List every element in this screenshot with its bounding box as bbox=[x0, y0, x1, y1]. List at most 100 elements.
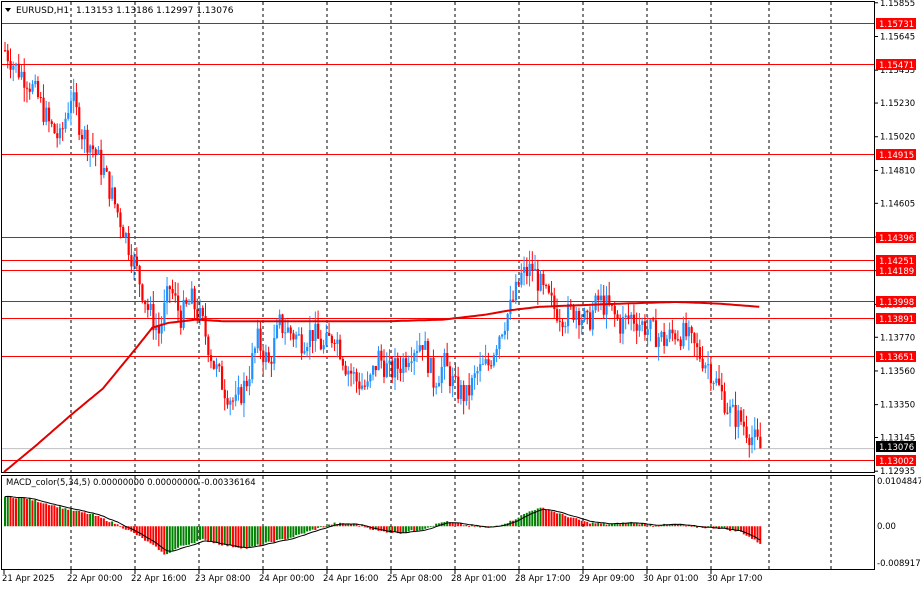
candle-body bbox=[196, 309, 199, 320]
x-tick-label: 25 Apr 08:00 bbox=[387, 574, 442, 584]
candle-body bbox=[572, 305, 575, 321]
candles bbox=[4, 42, 762, 458]
candle-body bbox=[286, 327, 290, 333]
candle-body bbox=[385, 363, 388, 377]
candle-body bbox=[649, 319, 652, 330]
macd-bar bbox=[160, 526, 163, 552]
candle-body bbox=[361, 385, 364, 389]
macd-bar bbox=[448, 522, 451, 527]
candle-body bbox=[347, 370, 350, 375]
candle-body bbox=[14, 63, 18, 66]
macd-bar bbox=[542, 507, 545, 527]
candle-body bbox=[91, 145, 95, 150]
candle-body bbox=[229, 400, 232, 405]
y-tick-label: 1.14605 bbox=[880, 199, 915, 209]
macd-bar bbox=[561, 513, 564, 527]
macd-bar bbox=[56, 507, 59, 527]
symbol-dropdown-icon[interactable] bbox=[5, 8, 11, 12]
candle-body bbox=[116, 204, 119, 213]
macd-bar bbox=[17, 497, 20, 527]
macd-bar bbox=[459, 523, 462, 527]
macd-bar bbox=[635, 522, 638, 527]
macd-bar bbox=[374, 526, 377, 530]
candle-body bbox=[352, 372, 355, 374]
candle-body bbox=[687, 327, 691, 337]
macd-bar bbox=[525, 512, 528, 527]
candle-body bbox=[745, 426, 748, 438]
level-tag-label: 1.13002 bbox=[879, 457, 914, 467]
candle-body bbox=[632, 314, 636, 324]
macd-bar bbox=[78, 510, 81, 527]
candle-body bbox=[358, 381, 361, 389]
macd-bar bbox=[39, 502, 42, 527]
candle-body bbox=[643, 321, 647, 335]
y-tick-label: 1.14810 bbox=[880, 166, 915, 176]
candle-body bbox=[558, 320, 561, 322]
candle-body bbox=[259, 328, 262, 351]
macd-bar bbox=[350, 524, 353, 527]
macd-bar bbox=[102, 518, 105, 527]
candle-body bbox=[330, 335, 334, 343]
macd-bar bbox=[720, 526, 723, 529]
macd-bar bbox=[141, 526, 144, 539]
candle-body bbox=[292, 333, 295, 340]
macd-bar bbox=[220, 526, 223, 546]
candle-body bbox=[226, 398, 229, 405]
macd-bar bbox=[385, 526, 388, 533]
candle-body bbox=[198, 307, 202, 320]
horizontal-levels bbox=[2, 23, 874, 461]
macd-bar bbox=[278, 526, 281, 540]
y-tick-label: 1.15435 bbox=[880, 66, 915, 76]
macd-bar bbox=[80, 512, 83, 527]
macd-bar bbox=[256, 526, 259, 545]
candle-body bbox=[193, 288, 196, 310]
level-tag-label: 1.15471 bbox=[879, 61, 914, 71]
candle-body bbox=[586, 310, 589, 313]
macd-bar bbox=[723, 526, 726, 529]
candle-body bbox=[245, 380, 248, 387]
candle-body bbox=[20, 71, 23, 78]
candle-body bbox=[709, 364, 713, 384]
macd-bar bbox=[572, 517, 575, 527]
macd-bar bbox=[690, 526, 693, 527]
candle-body bbox=[179, 310, 182, 328]
candle-body bbox=[514, 281, 518, 301]
candle-body bbox=[492, 355, 496, 366]
macd-bar bbox=[124, 526, 127, 530]
candle-body bbox=[473, 373, 476, 378]
macd-bar bbox=[259, 526, 262, 546]
candle-body bbox=[630, 314, 633, 319]
macd-bar bbox=[619, 524, 622, 527]
candle-body bbox=[374, 365, 377, 371]
macd-bar bbox=[630, 521, 633, 527]
macd-bar bbox=[231, 526, 234, 548]
macd-bar bbox=[671, 523, 674, 527]
macd-bar bbox=[234, 526, 237, 548]
macd-bar bbox=[597, 522, 600, 527]
macd-bar bbox=[105, 521, 108, 527]
x-tick-label: 30 Apr 01:00 bbox=[643, 574, 698, 584]
level-tag bbox=[876, 255, 916, 266]
macd-bar bbox=[306, 526, 309, 532]
x-tick-label: 30 Apr 17:00 bbox=[707, 574, 762, 584]
candle-body bbox=[146, 304, 150, 310]
macd-bar bbox=[687, 525, 690, 527]
macd-bar bbox=[198, 526, 201, 540]
macd-bar bbox=[685, 525, 688, 527]
macd-bar bbox=[295, 526, 298, 536]
time-axis[interactable]: 21 Apr 2025 22 Apr 00:00 22 Apr 16:00 23 Ap… bbox=[2, 570, 762, 584]
macd-bar bbox=[83, 512, 86, 527]
macd-bar bbox=[188, 526, 191, 545]
candle-body bbox=[317, 323, 320, 339]
macd-bar bbox=[6, 495, 9, 527]
macd-bar bbox=[718, 526, 721, 530]
macd-bar bbox=[558, 513, 561, 527]
level-tag bbox=[876, 149, 916, 160]
candle-body bbox=[468, 385, 471, 396]
macd-bar bbox=[108, 522, 111, 527]
macd-bar bbox=[207, 526, 210, 542]
candle-body bbox=[133, 256, 136, 267]
macd-bar bbox=[621, 522, 624, 527]
